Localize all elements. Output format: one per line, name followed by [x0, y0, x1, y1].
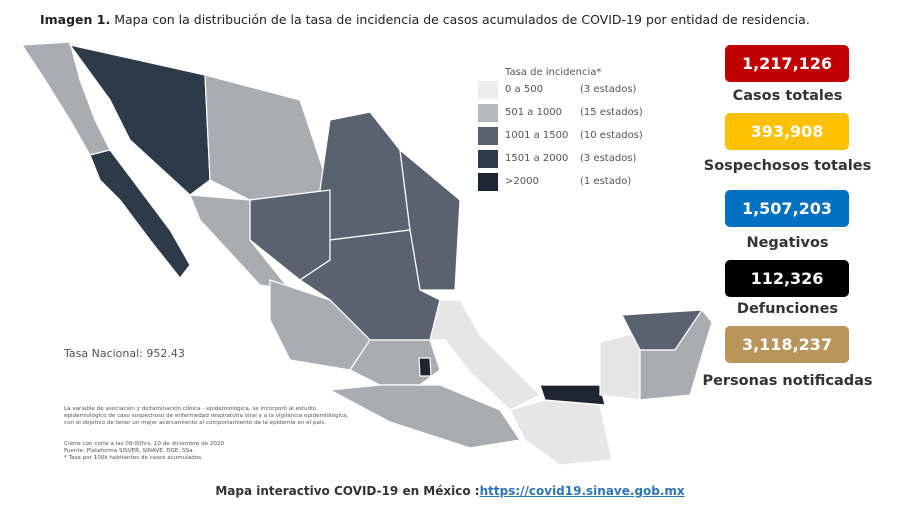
stat-label: Casos totales — [732, 88, 843, 104]
legend-count: (3 estados) — [580, 84, 637, 95]
footer-text: Mapa interactivo COVID-19 en México : — [215, 484, 480, 498]
note-line: * Tasa por 100k habitantes de casos acum… — [64, 455, 203, 461]
state — [319, 111, 411, 241]
stat-value: 1,507,203 — [725, 190, 849, 227]
footer-link[interactable]: https://covid19.sinave.gob.mx — [479, 484, 685, 498]
state — [599, 331, 641, 401]
state — [204, 74, 331, 201]
stat-label: Sospechosos totales — [703, 158, 872, 174]
title-text: Mapa con la distribución de la tasa de i… — [114, 12, 810, 27]
legend-swatch — [478, 150, 498, 168]
legend-range: 1001 a 1500 — [505, 130, 569, 141]
state — [509, 399, 613, 466]
note-line: La variable de asociación y dictaminació… — [64, 406, 317, 412]
stat-value: 112,326 — [725, 260, 849, 297]
legend-swatch — [478, 81, 498, 99]
legend-swatch — [478, 173, 498, 191]
state — [327, 384, 522, 449]
note-line: Fuente: Plataforma SISVER, SINAVE, DGE, … — [64, 448, 195, 454]
legend-range: 1501 a 2000 — [505, 153, 569, 164]
footer: Mapa interactivo COVID-19 en México :htt… — [0, 484, 900, 498]
note-line: epidemiológico de caso sospechoso de enf… — [64, 413, 349, 419]
stat-label: Defunciones — [736, 301, 839, 317]
legend-count: (1 estado) — [580, 176, 632, 187]
stat-value: 3,118,237 — [725, 326, 849, 363]
legend-count: (3 estados) — [580, 153, 637, 164]
state — [539, 384, 606, 406]
legend-range: 501 a 1000 — [505, 107, 563, 118]
state — [418, 357, 432, 377]
stat-label: Personas notificadas — [702, 373, 873, 389]
stat-value: 1,217,126 — [725, 45, 849, 82]
legend-range: >2000 — [505, 176, 539, 187]
state — [639, 309, 713, 401]
legend-count: (10 estados) — [580, 130, 643, 141]
legend-title: Tasa de incidencia* — [505, 67, 602, 78]
legend-count: (15 estados) — [580, 107, 643, 118]
legend-range: 0 a 500 — [505, 84, 543, 95]
national-rate: Tasa Nacional: 952.43 — [64, 347, 185, 360]
map — [20, 41, 713, 466]
note-line: Cierre con corte a las 09:00hrs, 10 de d… — [64, 441, 225, 447]
note-line: con el objetivo de tener un mejor acerca… — [64, 420, 327, 426]
state — [89, 149, 191, 279]
legend-swatch — [478, 104, 498, 122]
state — [399, 148, 461, 291]
stat-value: 393,908 — [725, 113, 849, 150]
stat-label: Negativos — [746, 235, 829, 251]
legend-swatch — [478, 127, 498, 145]
title: Imagen 1. Mapa con la distribución de la… — [40, 12, 810, 27]
title-bold: Imagen 1. — [40, 12, 111, 27]
state — [429, 299, 542, 411]
